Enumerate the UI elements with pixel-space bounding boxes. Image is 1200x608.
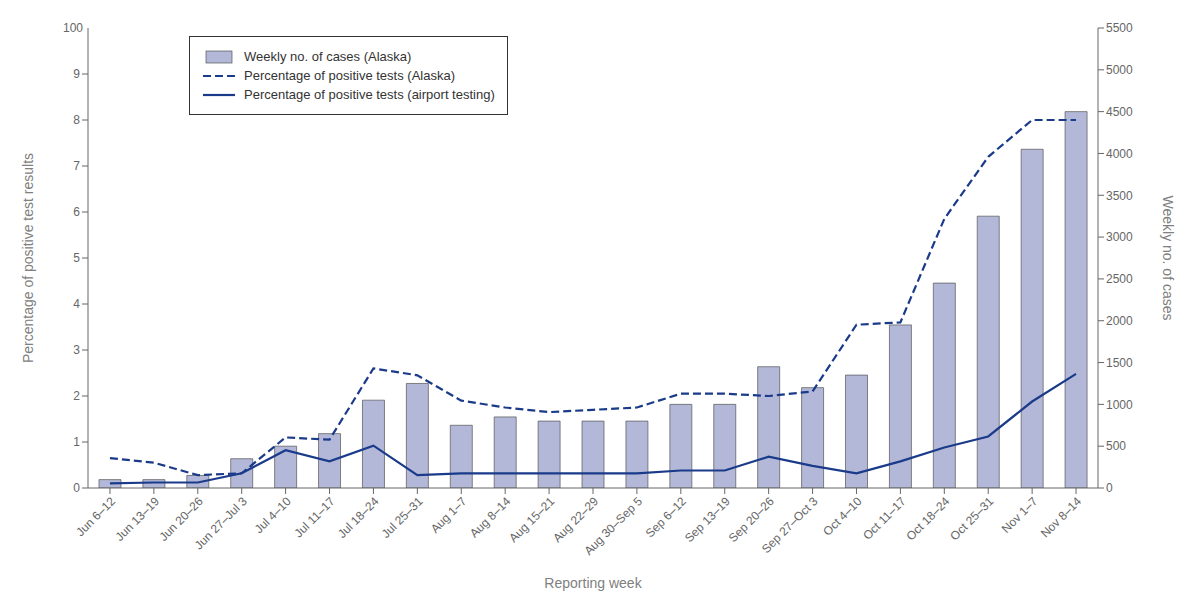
svg-text:5000: 5000 bbox=[1106, 63, 1133, 77]
svg-text:Jun 6–12: Jun 6–12 bbox=[73, 494, 118, 539]
svg-text:Jun 13–19: Jun 13–19 bbox=[112, 494, 162, 544]
svg-text:5500: 5500 bbox=[1106, 21, 1133, 35]
svg-text:Jul 4–10: Jul 4–10 bbox=[252, 494, 294, 536]
svg-text:Sep 20–26: Sep 20–26 bbox=[725, 494, 777, 546]
svg-text:Jul 25–31: Jul 25–31 bbox=[379, 494, 426, 541]
svg-text:Sep 6–12: Sep 6–12 bbox=[643, 494, 689, 540]
svg-text:Weekly no. of cases: Weekly no. of cases bbox=[1160, 195, 1176, 320]
svg-text:Nov 1–7: Nov 1–7 bbox=[999, 494, 1041, 536]
svg-text:4000: 4000 bbox=[1106, 147, 1133, 161]
svg-text:Sep 13–19: Sep 13–19 bbox=[682, 494, 733, 545]
svg-text:7: 7 bbox=[73, 159, 80, 173]
html-text:Percentage of positive tests (: Percentage of positive tests (airport te… bbox=[244, 87, 495, 102]
svg-text:4: 4 bbox=[73, 297, 80, 311]
svg-text:Aug 22–29: Aug 22–29 bbox=[550, 494, 602, 546]
svg-text:Oct 4–10: Oct 4–10 bbox=[820, 494, 865, 539]
svg-text:Oct 25–31: Oct 25–31 bbox=[947, 494, 996, 543]
svg-text:Jul 18–24: Jul 18–24 bbox=[335, 494, 382, 541]
svg-text:1500: 1500 bbox=[1106, 356, 1133, 370]
svg-text:0: 0 bbox=[73, 481, 80, 495]
svg-text:9: 9 bbox=[73, 67, 80, 81]
svg-text:3000: 3000 bbox=[1106, 230, 1133, 244]
svg-text:Oct 11–17: Oct 11–17 bbox=[860, 494, 909, 543]
svg-text:4500: 4500 bbox=[1106, 105, 1133, 119]
svg-text:Oct 18–24: Oct 18–24 bbox=[903, 494, 952, 543]
svg-text:Jun 27–Jul 3: Jun 27–Jul 3 bbox=[192, 494, 250, 552]
svg-text:Jun 20–26: Jun 20–26 bbox=[156, 494, 206, 544]
svg-text:Nov 8–14: Nov 8–14 bbox=[1038, 494, 1084, 540]
svg-text:500: 500 bbox=[1106, 439, 1126, 453]
svg-text:6: 6 bbox=[73, 205, 80, 219]
svg-text:1: 1 bbox=[73, 435, 80, 449]
svg-text:3500: 3500 bbox=[1106, 189, 1133, 203]
svg-text:2500: 2500 bbox=[1106, 272, 1133, 286]
svg-text:100: 100 bbox=[63, 21, 83, 35]
svg-text:2: 2 bbox=[73, 389, 80, 403]
html-text:Weekly no. of cases (Alaska): Weekly no. of cases (Alaska) bbox=[244, 49, 412, 64]
svg-text:Aug 15–21: Aug 15–21 bbox=[506, 494, 557, 545]
svg-text:Percentage of positive test re: Percentage of positive test results bbox=[20, 153, 36, 363]
svg-text:Sep 27–Oct 3: Sep 27–Oct 3 bbox=[759, 494, 821, 556]
html-text:Percentage of positive tests (: Percentage of positive tests (Alaska) bbox=[244, 68, 455, 83]
svg-text:1000: 1000 bbox=[1106, 398, 1133, 412]
svg-text:8: 8 bbox=[73, 113, 80, 127]
svg-text:Aug 8–14: Aug 8–14 bbox=[467, 494, 513, 540]
svg-text:Aug 1–7: Aug 1–7 bbox=[428, 494, 470, 536]
svg-text:0: 0 bbox=[1106, 481, 1113, 495]
svg-text:3: 3 bbox=[73, 343, 80, 357]
svg-text:Jul 11–17: Jul 11–17 bbox=[292, 494, 338, 540]
svg-text:2000: 2000 bbox=[1106, 314, 1133, 328]
svg-text:Aug 30–Sep 5: Aug 30–Sep 5 bbox=[581, 494, 645, 558]
svg-text:5: 5 bbox=[73, 251, 80, 265]
svg-text:Reporting week: Reporting week bbox=[544, 575, 642, 591]
